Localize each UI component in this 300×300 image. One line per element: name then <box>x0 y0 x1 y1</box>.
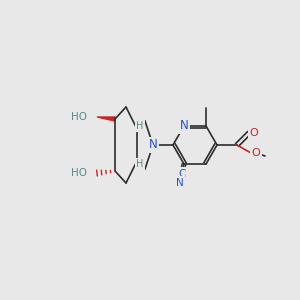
Text: N: N <box>176 178 184 188</box>
Text: N: N <box>180 119 188 132</box>
Text: N: N <box>148 139 158 152</box>
Text: HO: HO <box>71 112 87 122</box>
Polygon shape <box>97 117 115 121</box>
Text: H: H <box>136 159 144 169</box>
Text: HO: HO <box>71 168 87 178</box>
Text: O: O <box>252 148 260 158</box>
Text: C: C <box>179 169 186 179</box>
Text: H: H <box>136 121 144 131</box>
Text: O: O <box>250 128 258 138</box>
